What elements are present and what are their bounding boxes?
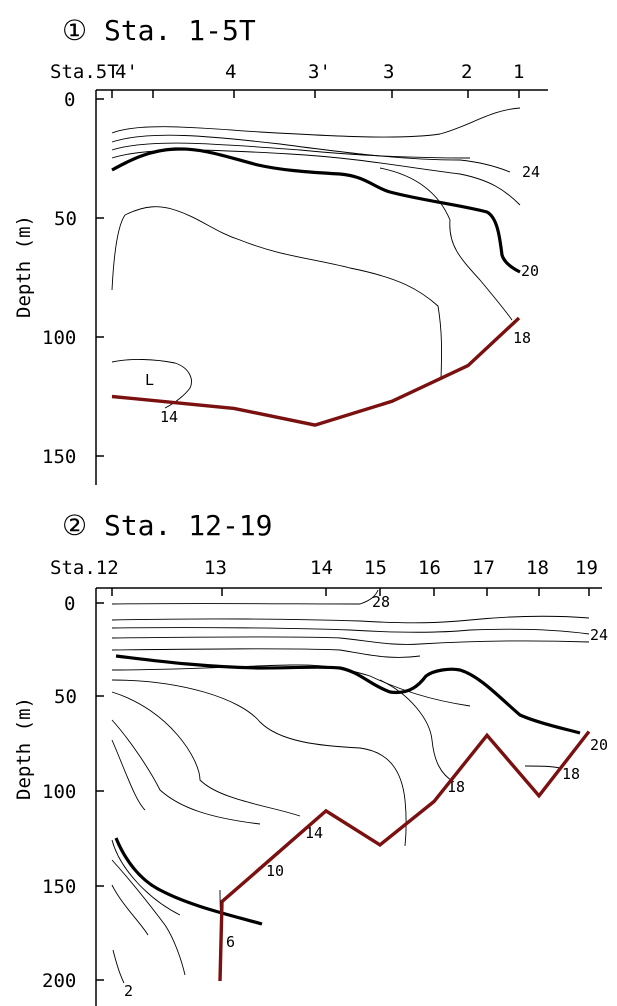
p2-contours <box>111 589 590 984</box>
p2-contour <box>379 679 455 783</box>
p1-station-label: 4 <box>225 61 236 83</box>
p2-depth-tick-label: 50 <box>54 686 77 708</box>
p2-contour <box>111 615 590 624</box>
p2-station-label: Sta.12 <box>50 557 119 579</box>
p2-contour <box>524 765 561 769</box>
p2-station-label: 18 <box>526 557 549 579</box>
p1-contour <box>111 142 471 159</box>
p1-contour <box>111 359 192 409</box>
p2-depth-tick-label: 200 <box>42 970 76 992</box>
p2-contour <box>111 884 149 936</box>
p1-station-label: Sta.5T <box>50 61 119 83</box>
p2-contour-label-24: 24 <box>590 626 608 644</box>
p2-contour-label-10: 10 <box>266 862 284 880</box>
panel-1: ① Sta. 1-5T Sta.5T 4' 4 3' 3 2 1 0 50 10… <box>13 14 548 485</box>
p2-contour <box>111 839 181 916</box>
p2-depth-tick-label: 0 <box>64 593 75 615</box>
p1-contour <box>379 167 513 321</box>
p1-isotherm-20 <box>111 147 521 274</box>
p2-contour <box>111 636 590 645</box>
p2-contour <box>111 859 186 976</box>
p2-isotherm-20 <box>115 654 581 735</box>
p2-contour <box>111 627 590 635</box>
p1-contour-label-18: 18 <box>513 329 531 347</box>
p1-contour <box>111 107 521 138</box>
p2-station-label: 15 <box>364 557 387 579</box>
panel-1-title: ① Sta. 1-5T <box>62 14 256 47</box>
p2-station-label: 17 <box>472 557 495 579</box>
p2-depth-tick-label: 150 <box>42 876 76 898</box>
p1-depth-tick-label: 100 <box>42 327 76 349</box>
p1-depth-tick-label: 150 <box>42 446 76 468</box>
p2-bottom-profile <box>218 730 591 982</box>
p2-depth-ticks <box>96 602 104 981</box>
p2-contour <box>112 949 125 984</box>
p2-contour-label-28: 28 <box>372 593 390 611</box>
p2-contour <box>111 648 421 658</box>
p1-bottom-profile <box>111 316 521 427</box>
p2-contour-label-20: 20 <box>590 736 608 754</box>
p1-station-label: 1 <box>513 61 524 83</box>
p1-contour <box>111 206 443 379</box>
p1-station-ticks <box>111 90 520 98</box>
p2-contour <box>111 679 407 847</box>
p2-station-label: 16 <box>418 557 441 579</box>
p1-depth-ticks <box>96 98 104 457</box>
p1-contour-label-24: 24 <box>522 163 540 181</box>
p2-contour <box>111 589 379 605</box>
p1-depth-tick-label: 0 <box>64 89 75 111</box>
p2-contour-label-18: 18 <box>447 778 465 796</box>
p1-station-label: 3 <box>383 61 394 83</box>
p1-low-marker: L <box>145 371 154 389</box>
p2-isotherm-10 <box>114 837 263 926</box>
p2-contour-label-14: 14 <box>305 824 323 842</box>
p2-station-label: 13 <box>204 557 227 579</box>
p2-contour <box>111 719 261 825</box>
p1-contour <box>111 134 511 173</box>
p2-contour-label-2: 2 <box>124 982 133 1000</box>
p1-y-axis-label: Depth (m) <box>13 215 35 318</box>
p2-station-label: 14 <box>310 557 333 579</box>
p2-station-label: 19 <box>575 557 598 579</box>
p2-contour-label-18: 18 <box>562 765 580 783</box>
panel-2-title: ② Sta. 12-19 <box>62 509 273 542</box>
p2-contour <box>111 691 301 817</box>
p1-depth-tick-label: 50 <box>54 208 77 230</box>
p1-contours <box>111 107 521 409</box>
panel-2: ② Sta. 12-19 Sta.12 13 14 15 16 17 18 19 <box>13 509 608 1006</box>
p1-station-label: 4' <box>115 61 138 83</box>
p1-contour-label-20: 20 <box>521 262 539 280</box>
p1-station-label: 2 <box>461 61 472 83</box>
p2-depth-tick-label: 100 <box>42 781 76 803</box>
p2-station-ticks <box>111 588 590 596</box>
p2-contour <box>111 739 146 811</box>
p2-contour-label-6: 6 <box>226 933 235 951</box>
p1-station-label: 3' <box>308 61 331 83</box>
p1-contour-label-14: 14 <box>160 408 178 426</box>
p2-y-axis-label: Depth (m) <box>13 697 35 800</box>
